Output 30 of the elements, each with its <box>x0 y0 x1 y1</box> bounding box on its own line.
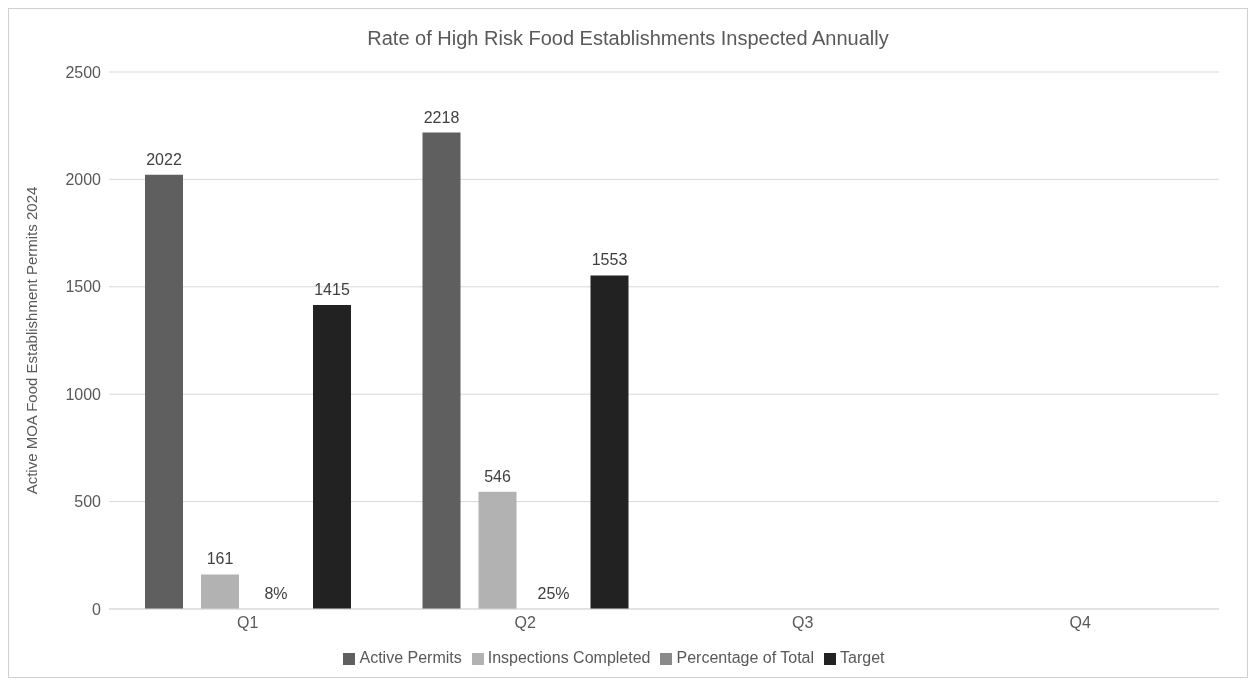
data-label: 2022 <box>146 150 182 168</box>
bar <box>201 574 239 609</box>
data-label: 1415 <box>314 281 350 299</box>
y-tick-label: 500 <box>74 493 102 511</box>
data-label: 161 <box>206 550 234 568</box>
y-tick-label: 2500 <box>65 63 102 81</box>
y-tick-label: 1500 <box>65 278 102 296</box>
data-label: 8% <box>264 584 288 602</box>
bar <box>145 174 183 609</box>
x-tick-label: Q4 <box>1069 614 1092 632</box>
legend-label: Active Permits <box>359 649 462 666</box>
data-label: 546 <box>484 467 511 485</box>
bar <box>590 275 629 609</box>
data-label: 25% <box>537 584 570 602</box>
y-axis-title: Active MOA Food Establishment Permits 2024 <box>23 186 41 495</box>
x-tick-label: Q2 <box>514 614 537 632</box>
legend-label: Target <box>840 649 885 666</box>
bar <box>422 132 461 609</box>
y-tick-label: 2000 <box>65 171 102 189</box>
x-tick-label: Q3 <box>792 614 814 632</box>
bar <box>313 305 351 609</box>
data-label: 1553 <box>591 251 628 269</box>
legend-label: Percentage of Total <box>676 649 815 666</box>
legend-label: Inspections Completed <box>487 649 651 666</box>
y-tick-label: 1000 <box>65 385 102 403</box>
x-tick-label: Q1 <box>237 614 259 632</box>
bar <box>478 491 517 609</box>
y-tick-label: 0 <box>92 600 102 618</box>
data-label: 2218 <box>423 108 460 126</box>
chart-title: Rate of High Risk Food Establishments Inspected Annually <box>366 26 890 51</box>
